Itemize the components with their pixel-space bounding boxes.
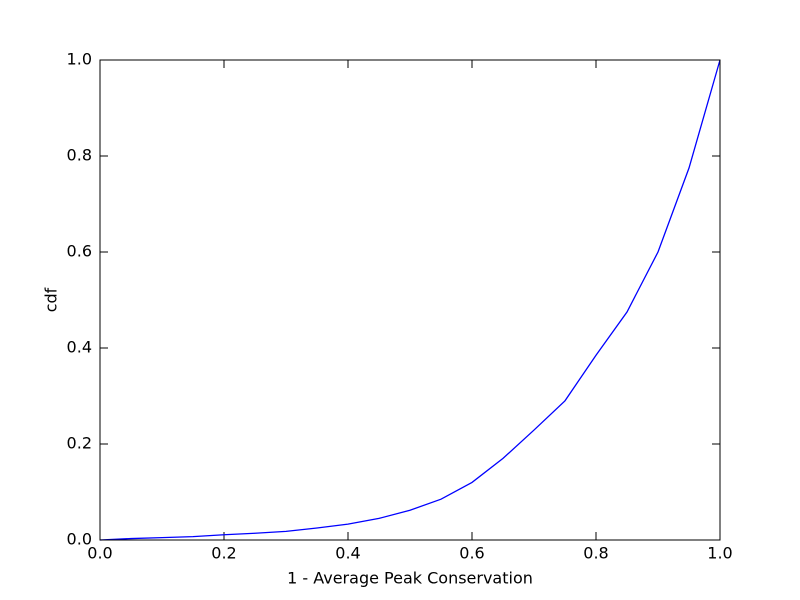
x-tick-label: 0.2 — [211, 544, 236, 563]
y-tick-label: 0.8 — [67, 146, 92, 165]
data-line — [99, 59, 721, 541]
x-tick-label: 0.4 — [335, 544, 360, 563]
y-tick-label: 0.0 — [67, 530, 92, 549]
y-tick-label: 1.0 — [67, 50, 92, 69]
y-tick-label: 0.6 — [67, 242, 92, 261]
y-axis-label: cdf — [42, 287, 61, 312]
x-tick-label: 0.0 — [87, 544, 112, 563]
x-tick-label: 1.0 — [707, 544, 732, 563]
x-tick-label: 0.6 — [459, 544, 484, 563]
y-tick-label: 0.4 — [67, 338, 92, 357]
y-tick-label: 0.2 — [67, 434, 92, 453]
plot-frame — [99, 59, 721, 541]
x-axis-label: 1 - Average Peak Conservation — [287, 569, 533, 588]
x-tick-label: 0.8 — [583, 544, 608, 563]
